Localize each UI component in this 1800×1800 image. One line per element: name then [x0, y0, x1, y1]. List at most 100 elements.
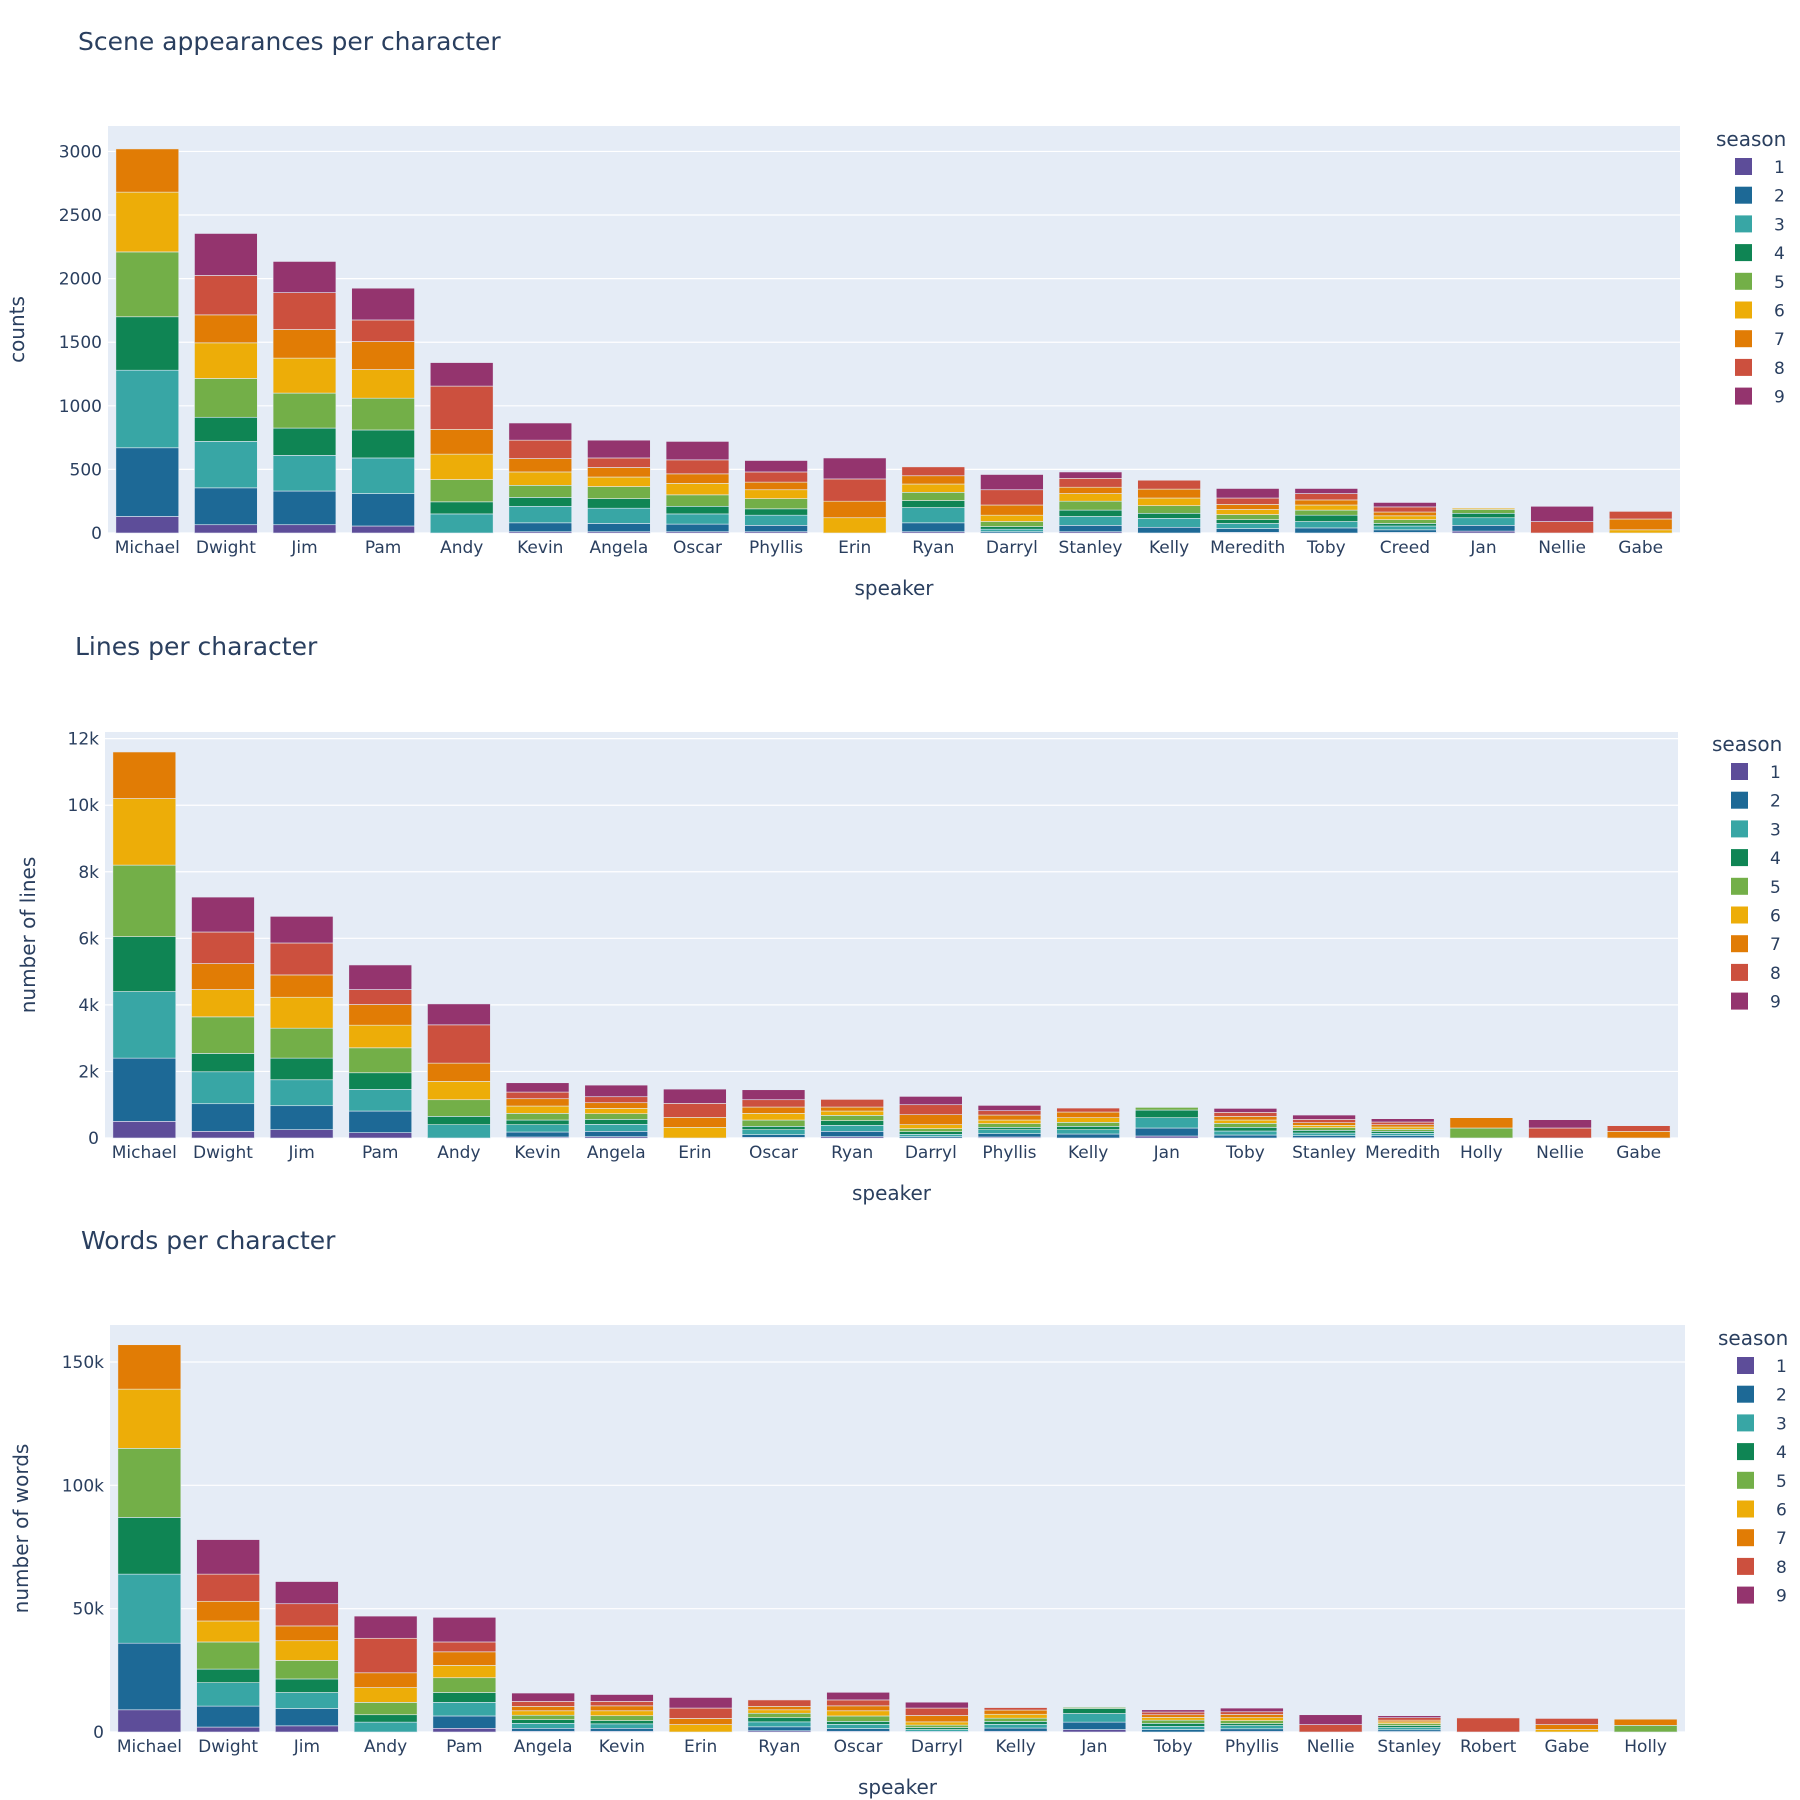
- xtick-label: Jan: [1469, 538, 1496, 558]
- legend-swatch-5: [1737, 1471, 1754, 1489]
- bar-gabe-season-8: [1606, 1125, 1671, 1132]
- bar-phyllis-season-3: [977, 1129, 1042, 1134]
- bar-pam-season-3: [432, 1702, 497, 1717]
- xtick-label: Pam: [446, 1737, 482, 1757]
- bar-holly-season-7: [1449, 1117, 1514, 1129]
- xtick-label: Nellie: [1538, 538, 1586, 558]
- bar-jim-season-7: [275, 1625, 339, 1642]
- bar-michael-season-4: [117, 1517, 182, 1575]
- bar-stanley-season-4: [1292, 1130, 1356, 1134]
- bar-erin-season-7: [822, 500, 887, 519]
- plot-background: [110, 1325, 1685, 1732]
- bar-stanley-season-3: [1058, 516, 1123, 526]
- bar-stanley-season-7: [1058, 486, 1123, 494]
- bar-ryan-season-6: [820, 1110, 884, 1116]
- bar-toby-season-9: [1141, 1709, 1205, 1713]
- bar-erin-season-7: [668, 1718, 733, 1725]
- bar-michael-season-2: [112, 1057, 177, 1122]
- bar-dwight-season-7: [191, 963, 255, 990]
- bar-erin-season-9: [663, 1088, 727, 1104]
- legend: season 1 2 3 4 5 6 7 8 9: [1718, 1326, 1788, 1607]
- bar-robert-season-8: [1456, 1717, 1520, 1733]
- bar-angela-season-4: [511, 1719, 575, 1724]
- xtick-label: Nellie: [1307, 1737, 1355, 1757]
- bar-dwight-season-4: [191, 1053, 255, 1073]
- bar-jim-season-1: [272, 524, 337, 534]
- xtick-label: Michael: [115, 538, 180, 558]
- bar-jim-season-9: [275, 1581, 339, 1605]
- legend-swatch-7: [1731, 935, 1748, 953]
- bar-gabe-season-7: [1608, 518, 1673, 531]
- bar-creed-season-9: [1373, 502, 1437, 508]
- bar-phyllis-season-3: [1220, 1725, 1284, 1730]
- legend-swatch-4: [1731, 849, 1748, 867]
- bar-jim-season-3: [269, 1079, 334, 1107]
- bar-andy-season-4: [429, 501, 494, 515]
- bar-gabe-season-6: [1608, 529, 1673, 534]
- legend-swatch-5: [1735, 272, 1752, 290]
- bar-ryan-season-8: [901, 466, 966, 477]
- bar-andy-season-3: [429, 513, 494, 534]
- legend-label-1: 1: [1776, 1357, 1787, 1377]
- bar-phyllis-season-9: [1220, 1707, 1284, 1713]
- bar-angela-season-2: [584, 1131, 648, 1137]
- bar-angela-season-4: [587, 498, 651, 509]
- legend-label-4: 4: [1774, 244, 1785, 264]
- legend-label-5: 5: [1774, 273, 1785, 293]
- xtick-label: Angela: [514, 1737, 573, 1757]
- bar-pam-season-9: [351, 287, 415, 321]
- bar-phyllis-season-7: [744, 481, 808, 491]
- bar-gabe-season-6: [1535, 1729, 1599, 1733]
- xtick-label: Toby: [1225, 1143, 1265, 1163]
- bar-pam-season-7: [432, 1651, 497, 1666]
- bar-meredith-season-7: [1215, 504, 1280, 510]
- bar-erin-season-6: [822, 517, 887, 534]
- bar-toby-season-9: [1213, 1108, 1278, 1113]
- bar-toby-season-5: [1213, 1123, 1278, 1128]
- chart-2: 0 2k 4k 6k 8k 10k 12k Michael Dwight Jim Pam Andy Ke…: [16, 632, 1782, 1205]
- bar-jim-season-6: [272, 357, 337, 394]
- bar-darryl-season-8: [980, 489, 1044, 506]
- bar-darryl-season-3: [899, 1134, 963, 1137]
- bar-jan-season-3: [1451, 517, 1516, 526]
- bar-jim-season-8: [275, 1603, 339, 1627]
- bar-toby-season-6: [1141, 1717, 1205, 1721]
- bar-jan-season-4: [1451, 512, 1516, 519]
- bar-oscar-season-7: [665, 473, 730, 484]
- bar-kelly-season-5: [1137, 505, 1201, 514]
- legend-label-3: 3: [1776, 1414, 1787, 1434]
- bar-angela-season-7: [584, 1102, 648, 1109]
- bar-holly-season-5: [1449, 1127, 1514, 1139]
- xtick-label: Michael: [112, 1143, 177, 1163]
- xtick-label: Stanley: [1059, 538, 1123, 558]
- bar-ryan-season-8: [747, 1699, 812, 1707]
- bar-michael-season-3: [112, 991, 177, 1059]
- legend-swatch-8: [1731, 963, 1748, 981]
- legend-label-2: 2: [1770, 792, 1781, 812]
- bar-michael-season-6: [112, 798, 177, 866]
- bar-michael-season-6: [117, 1388, 182, 1449]
- bar-dwight-season-9: [196, 1539, 260, 1575]
- bar-michael-season-1: [115, 516, 180, 534]
- legend-swatch-7: [1737, 1529, 1754, 1547]
- xtick-label: Jim: [290, 538, 317, 558]
- bar-darryl-season-5: [905, 1724, 969, 1728]
- bar-michael-season-7: [112, 751, 177, 799]
- xtick-label: Ryan: [912, 538, 954, 558]
- bar-dwight-season-1: [191, 1131, 255, 1139]
- bar-erin-season-8: [822, 478, 887, 502]
- ytick-label: 8k: [78, 863, 99, 883]
- bar-kelly-season-6: [1056, 1117, 1120, 1123]
- bar-darryl-season-5: [980, 521, 1044, 527]
- xtick-label: Nellie: [1536, 1143, 1584, 1163]
- legend-swatch-3: [1735, 215, 1752, 233]
- bar-creed-season-5: [1373, 519, 1437, 524]
- bar-michael-season-5: [115, 251, 180, 318]
- legend-swatch-2: [1735, 186, 1752, 204]
- bar-kelly-season-4: [1137, 512, 1201, 519]
- bar-michael-season-2: [117, 1642, 182, 1711]
- bar-oscar-season-2: [741, 1134, 806, 1138]
- bar-kelly-season-3: [983, 1724, 1048, 1729]
- ytick-label: 100k: [62, 1476, 104, 1496]
- bar-ryan-season-8: [820, 1099, 884, 1108]
